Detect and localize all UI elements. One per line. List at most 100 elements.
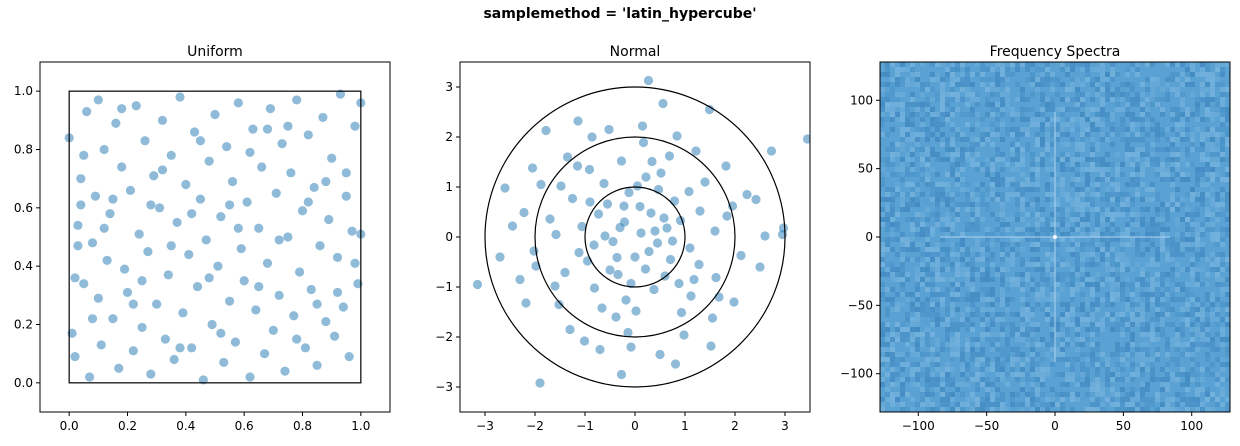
spectrum-cell [950,327,955,332]
spectrum-cell [1020,282,1025,287]
spectrum-cell [1105,357,1110,362]
spectrum-cell [1140,197,1145,202]
spectrum-cell [930,97,935,102]
scatter-point [204,156,214,166]
spectrum-cell [1010,167,1015,172]
spectrum-cell [1155,252,1160,257]
spectrum-cell [1070,82,1075,87]
spectrum-cell [1060,287,1065,292]
spectrum-cell [1210,267,1215,272]
spectrum-cell [1030,402,1035,407]
spectrum-cell [930,302,935,307]
spectrum-cell [885,92,890,97]
spectrum-cell [925,112,930,117]
spectrum-cell [1120,172,1125,177]
spectrum-cell [1040,377,1045,382]
spectrum-cell [1185,372,1190,377]
spectrum-cell [1170,267,1175,272]
spectrum-cell [1130,117,1135,122]
spectrum-cell [1175,167,1180,172]
spectrum-cell [1185,117,1190,122]
scatter-point [760,231,770,241]
spectrum-cell [975,397,980,402]
scatter-point [99,223,109,233]
spectrum-cell [1205,387,1210,392]
spectrum-cell [1220,327,1225,332]
spectrum-cell [1065,132,1070,137]
spectrum-cell [1075,327,1080,332]
spectrum-cell [1110,177,1115,182]
spectrum-cell [1050,77,1055,82]
spectrum-cell [1160,282,1165,287]
spectrum-cell [930,322,935,327]
spectrum-cell [1085,227,1090,232]
spectrum-cell [980,317,985,322]
spectrum-cell [1030,62,1035,67]
spectrum-cell [1045,97,1050,102]
scatter-point [262,124,273,134]
spectrum-cell [985,112,990,117]
spectrum-cell [975,382,980,387]
spectrum-cell [985,187,990,192]
scatter-point [222,141,232,152]
spectrum-cell [1215,97,1220,102]
spectrum-cell [1025,377,1030,382]
spectrum-cell [1035,137,1040,142]
spectrum-cell [970,127,975,132]
spectrum-cell [1225,282,1230,287]
spectrum-cell [1100,217,1105,222]
uniform-ytick-label: 0.0 [14,376,33,390]
spectrum-cell [915,172,920,177]
spectrum-cell [1190,137,1195,142]
spectrum-cell [1200,302,1205,307]
spectrum-cell [995,367,1000,372]
spectrum-cell [1025,202,1030,207]
spectrum-cell [980,322,985,327]
spectrum-cell [1110,252,1115,257]
spectrum-cell [910,112,915,117]
spectrum-cell [1145,292,1150,297]
spectrum-cell [1045,82,1050,87]
spectrum-cell [1120,282,1125,287]
spectrum-cell [885,147,890,152]
spectrum-cell [910,67,915,72]
spectrum-cell [1180,202,1185,207]
spectrum-cell [1150,277,1155,282]
spectrum-cell [925,387,930,392]
spectrum-cell [955,212,960,217]
spectrum-cell [1220,117,1225,122]
spectrum-cell [955,97,960,102]
spectrum-cell [1205,272,1210,277]
spectrum-cell [895,102,900,107]
spectrum-cell [885,162,890,167]
spectrum-cell [890,402,895,407]
spectrum-cell [1065,207,1070,212]
scatter-point [574,247,584,258]
spectrum-cell [950,242,955,247]
spectrum-cell [910,82,915,87]
spectrum-cell [1040,157,1045,162]
spectrum-cell [1025,317,1030,322]
spectrum-cell [1160,297,1165,302]
spectrum-cell [1005,372,1010,377]
spectrum-cell [995,87,1000,92]
spectrum-cell [880,207,885,212]
spectrum-cell [1225,347,1230,352]
spectrum-cell [940,97,945,102]
spectrum-cell [895,222,900,227]
spectrum-cell [1085,312,1090,317]
spectrum-cell [1115,167,1120,172]
spectrum-cell [1085,242,1090,247]
spectrum-cell [1075,62,1080,67]
spectrum-cell [1025,132,1030,137]
spectrum-cell [1165,397,1170,402]
spectrum-cell [1055,372,1060,377]
spectrum-cell [915,307,920,312]
spectrum-cell [1010,297,1015,302]
spectrum-cell [895,112,900,117]
spectrum-cell [1105,92,1110,97]
spectrum-cell [885,82,890,87]
spectrum-cell [1125,232,1130,237]
spectrum-cell [1215,297,1220,302]
spectrum-cell [1070,362,1075,367]
